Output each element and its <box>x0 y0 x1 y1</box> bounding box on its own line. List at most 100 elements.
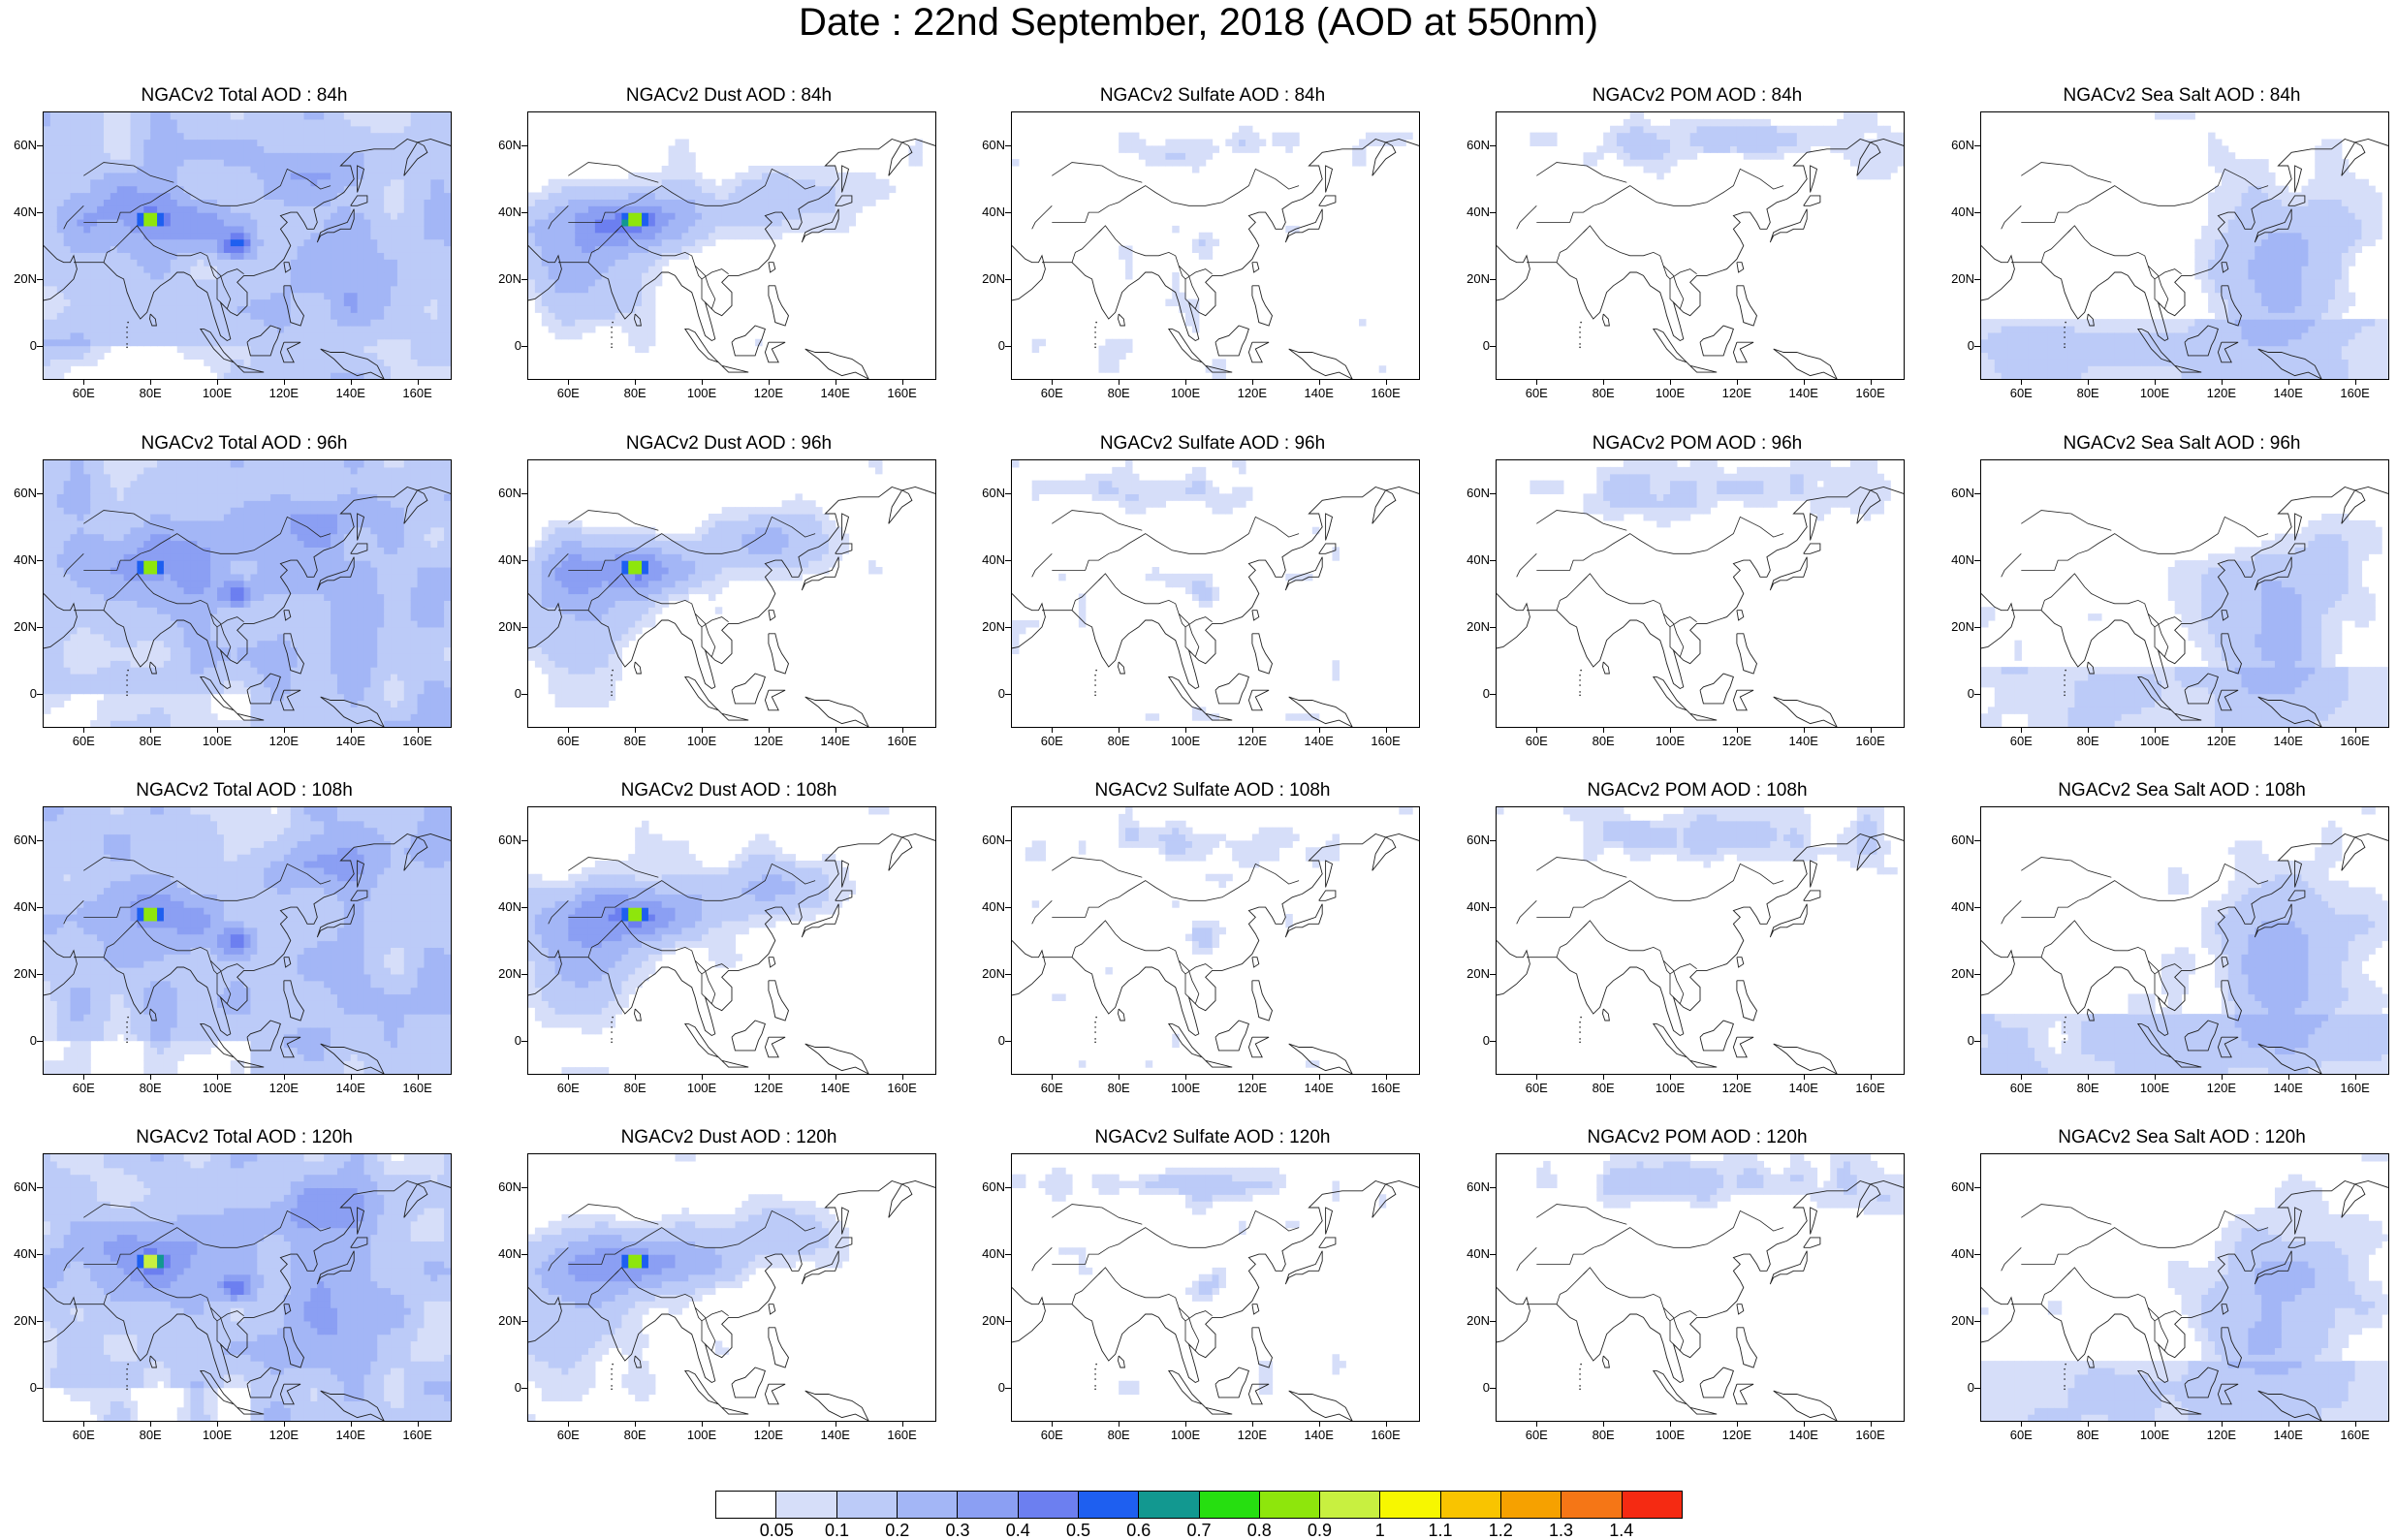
aod-cell <box>297 285 305 294</box>
aod-cell <box>123 139 132 146</box>
aod-cell <box>642 238 649 247</box>
aod-cell <box>363 145 371 153</box>
aod-cell <box>1663 125 1671 134</box>
aod-cell <box>1849 159 1858 167</box>
aod-cell <box>243 199 252 206</box>
aod-cell <box>575 185 583 194</box>
aod-cell <box>654 192 663 200</box>
aod-cell <box>49 238 58 247</box>
aod-cell <box>601 266 610 273</box>
aod-cell <box>137 312 144 320</box>
aod-cell <box>708 205 716 213</box>
aod-cell <box>44 693 51 702</box>
aod-cell <box>176 225 185 234</box>
aod-cell <box>384 185 392 194</box>
aod-cell <box>2261 266 2269 273</box>
aod-cell <box>49 192 58 200</box>
aod-cell <box>237 145 245 153</box>
aod-cell <box>391 345 398 354</box>
aod-cell <box>908 145 916 153</box>
aod-cell <box>77 252 84 260</box>
aod-cell <box>103 172 111 180</box>
aod-cell <box>257 266 265 273</box>
aod-cell <box>2007 365 2016 373</box>
aod-cell <box>384 292 392 300</box>
aod-cell <box>2214 352 2223 360</box>
aod-cell <box>157 285 165 294</box>
aod-cell <box>2214 285 2223 294</box>
aod-cell <box>688 245 696 253</box>
aod-cell <box>1405 132 1413 141</box>
aod-cell <box>204 139 211 146</box>
aod-cell <box>2315 266 2322 273</box>
aod-cell <box>190 139 198 146</box>
aod-cell <box>336 365 345 373</box>
aod-cell <box>561 326 569 333</box>
aod-cell <box>210 112 218 120</box>
aod-cell <box>444 238 451 247</box>
aod-cell <box>2294 312 2303 320</box>
aod-cell <box>1856 172 1865 180</box>
aod-cell <box>110 199 118 206</box>
aod-cell <box>2268 212 2276 220</box>
aod-cell <box>83 178 91 187</box>
aod-cell <box>1650 145 1657 153</box>
aod-cell <box>350 365 359 373</box>
aod-cell <box>1877 139 1884 146</box>
aod-cell <box>403 331 412 340</box>
aod-cell <box>1863 145 1872 153</box>
aod-cell <box>276 185 285 194</box>
aod-cell <box>250 312 258 320</box>
aod-cell <box>270 166 278 173</box>
coastline <box>731 325 766 357</box>
aod-cell <box>150 219 158 227</box>
aod-cell <box>257 152 265 160</box>
aod-cell <box>157 212 165 220</box>
aod-cell <box>237 372 245 379</box>
aod-cell <box>2208 232 2216 240</box>
aod-cell <box>424 152 431 160</box>
aod-cell <box>377 345 385 354</box>
aod-cell <box>2128 352 2135 360</box>
aod-cell <box>568 319 576 327</box>
aod-cell <box>90 159 98 167</box>
aod-cell <box>137 212 144 220</box>
lon-tick <box>1536 379 1538 385</box>
aod-cell <box>615 205 622 213</box>
aod-cell <box>1179 305 1186 313</box>
aod-cell <box>1643 145 1651 153</box>
aod-cell <box>430 145 438 153</box>
aod-cell <box>396 132 405 141</box>
lon-tick <box>2287 379 2289 385</box>
aod-cell <box>594 225 603 234</box>
aod-cell <box>2294 365 2303 373</box>
aod-cell <box>437 219 445 227</box>
aod-cell <box>741 225 749 234</box>
aod-cell <box>257 292 265 300</box>
aod-cell <box>795 185 803 194</box>
aod-cell <box>1856 159 1865 167</box>
aod-cell <box>170 192 178 200</box>
aod-cell <box>317 125 325 134</box>
aod-cell <box>357 112 365 120</box>
aod-cell <box>110 278 118 287</box>
aod-cell <box>310 299 318 306</box>
lon-tick <box>283 379 285 385</box>
aod-cell <box>170 199 178 206</box>
aod-cell <box>568 245 576 253</box>
aod-cell <box>290 312 299 320</box>
aod-cell <box>317 172 325 180</box>
aod-cell <box>437 172 445 180</box>
aod-cell <box>210 219 218 227</box>
aod-cell <box>357 145 365 153</box>
aod-cell <box>223 199 232 206</box>
aod-cell <box>628 292 636 300</box>
aod-cell <box>1856 152 1865 160</box>
aod-cell <box>143 259 151 267</box>
country-border <box>209 265 232 309</box>
aod-cell <box>635 338 643 347</box>
aod-cell <box>103 112 111 120</box>
aod-cell <box>781 212 790 220</box>
aod-cell <box>110 338 118 347</box>
aod-cell <box>276 192 285 200</box>
